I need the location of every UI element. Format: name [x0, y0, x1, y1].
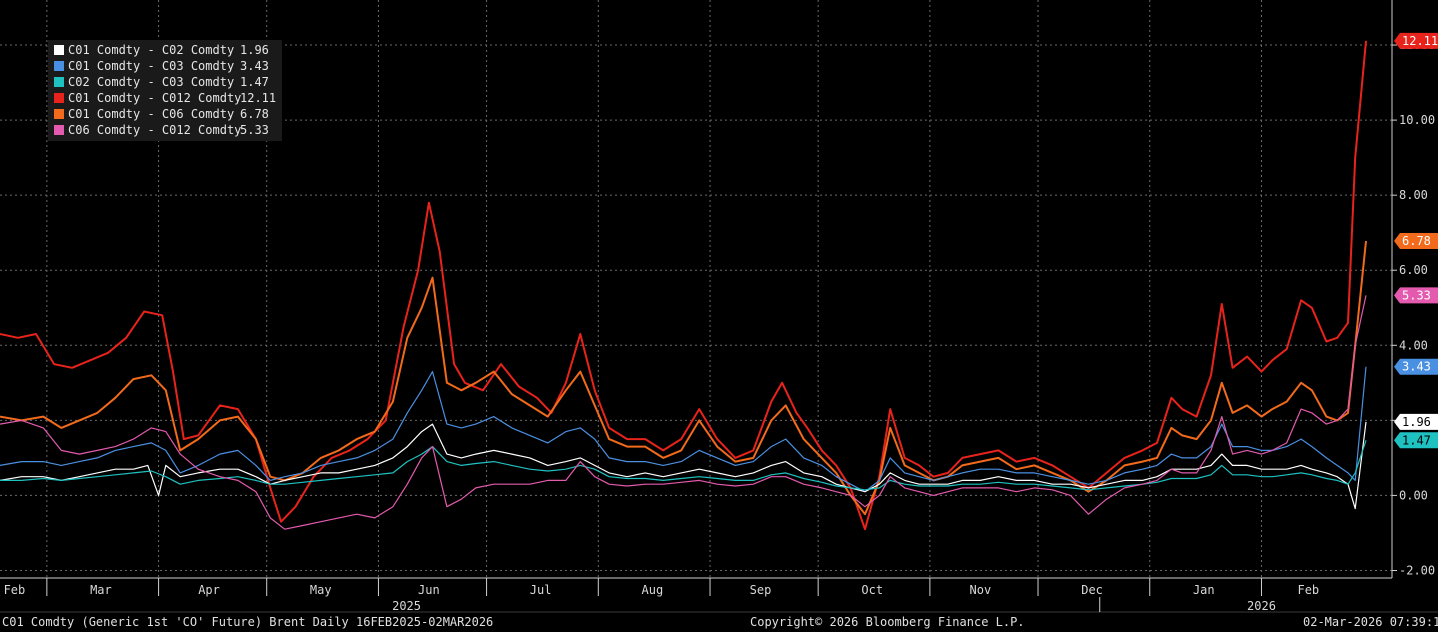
last-value-tag-label: 5.33	[1402, 288, 1431, 302]
legend-item: C01 Comdty - C02 Comdty 1.96	[54, 42, 276, 58]
series-line	[0, 295, 1367, 530]
x-month-label: Sep	[750, 583, 772, 597]
y-tick-label: 0.00	[1399, 488, 1428, 502]
x-month-label: May	[310, 583, 332, 597]
y-tick-label: 4.00	[1399, 338, 1428, 352]
chart-series	[0, 40, 1367, 531]
legend-swatch	[54, 109, 64, 119]
series-line	[0, 240, 1367, 516]
series-line	[0, 440, 1367, 491]
x-month-label: Aug	[642, 583, 664, 597]
last-value-tag-bg	[1394, 287, 1438, 304]
x-month-label: Nov	[970, 583, 992, 597]
last-value-tag-label: 3.43	[1402, 360, 1431, 374]
legend-swatch	[54, 125, 64, 135]
legend-swatch	[54, 45, 64, 55]
y-tick-label: -2.00	[1399, 563, 1435, 577]
legend-label: C06 Comdty - C012 Comdty	[68, 123, 242, 137]
last-value-tag-label: 6.78	[1402, 234, 1431, 248]
series-line	[0, 421, 1367, 510]
x-month-label: Mar	[90, 583, 112, 597]
legend-item: C01 Comdty - C06 Comdty 6.78	[54, 106, 276, 122]
legend-label: C01 Comdty - C012 Comdty	[68, 91, 242, 105]
legend-label: C01 Comdty - C03 Comdty	[68, 59, 235, 73]
legend-label: C01 Comdty - C06 Comdty	[68, 107, 235, 121]
x-month-label: Jul	[530, 583, 552, 597]
series-line	[0, 366, 1367, 493]
last-value-tag-label: 1.96	[1402, 415, 1431, 429]
x-month-label: Dec	[1081, 583, 1103, 597]
legend-value: 6.78	[240, 107, 269, 121]
footer-timestamp: 02-Mar-2026 07:39:13	[1303, 615, 1438, 629]
y-tick-label: 8.00	[1399, 188, 1428, 202]
x-month-label: Jan	[1193, 583, 1215, 597]
legend-value: 1.47	[240, 75, 269, 89]
legend-value: 5.33	[240, 123, 269, 137]
legend-swatch	[54, 77, 64, 87]
last-value-tag-label: 1.47	[1402, 433, 1431, 447]
legend-label: C02 Comdty - C03 Comdty	[68, 75, 235, 89]
last-value-tag-bg	[1394, 432, 1438, 449]
last-value-tag-bg	[1394, 358, 1438, 375]
x-month-label: Feb	[4, 583, 26, 597]
y-tick-label: 6.00	[1399, 263, 1428, 277]
legend-value: 1.96	[240, 43, 269, 57]
last-value-tag: 1.47	[1394, 432, 1438, 449]
legend-item: C06 Comdty - C012 Comdty 5.33	[54, 122, 276, 138]
y-tick-label: 10.00	[1399, 113, 1435, 127]
x-month-label: Feb	[1297, 583, 1319, 597]
legend-swatch	[54, 93, 64, 103]
x-month-label: Apr	[198, 583, 220, 597]
x-year-label: 2026	[1247, 599, 1276, 613]
y-axis: 12.0010.008.006.004.002.000.00-2.0012.11…	[1391, 0, 1438, 578]
last-value-tag: 3.43	[1394, 358, 1438, 375]
legend-value: 12.11	[240, 91, 277, 105]
last-value-tag-bg	[1394, 32, 1438, 49]
x-axis: Feb Mar Apr May Jun Jul Aug Sep Oct Nov Dec Jan Feb 2…	[0, 577, 1438, 613]
chart-grid	[0, 0, 1392, 578]
footer-copyright: Copyright© 2026 Bloomberg Finance L.P.	[750, 615, 1025, 629]
legend-swatch	[54, 61, 64, 71]
last-value-tag-bg	[1394, 413, 1438, 430]
legend-item: C01 Comdty - C03 Comdty 3.43	[54, 58, 276, 74]
legend-item: C01 Comdty - C012 Comdty 12.11	[54, 90, 276, 106]
last-value-tag: 6.78	[1394, 232, 1438, 249]
last-value-tag: 12.11	[1394, 32, 1438, 49]
legend-value: 3.43	[240, 59, 269, 73]
last-value-tag-label: 12.11	[1402, 34, 1438, 48]
x-month-label: Jun	[418, 583, 440, 597]
footer-source: C01 Comdty (Generic 1st 'CO' Future) Bre…	[2, 615, 494, 629]
legend-label: C01 Comdty - C02 Comdty	[68, 43, 235, 57]
chart-legend: C01 Comdty - C02 Comdty 1.96 C01 Comdty …	[48, 40, 283, 141]
x-year-label: 2025	[392, 599, 421, 613]
legend-item: C02 Comdty - C03 Comdty 1.47	[54, 74, 276, 90]
last-value-tag-bg	[1394, 232, 1438, 249]
last-value-tag: 5.33	[1394, 287, 1438, 304]
x-month-label: Oct	[861, 583, 883, 597]
last-value-tag: 1.96	[1394, 413, 1438, 430]
